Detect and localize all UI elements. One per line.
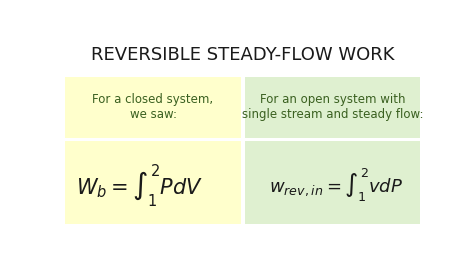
Text: For a closed system,
we saw:: For a closed system, we saw: [92, 93, 214, 121]
Text: $W_b = \int_1^2 PdV$: $W_b = \int_1^2 PdV$ [75, 163, 202, 209]
Bar [245, 141, 420, 225]
Text: $w_{rev,in} = \int_1^2 vdP$: $w_{rev,in} = \int_1^2 vdP$ [269, 167, 403, 205]
Bar [65, 141, 241, 225]
Bar [65, 77, 241, 138]
Text: For an open system with
single stream and steady flow:: For an open system with single stream an… [242, 93, 424, 121]
Text: REVERSIBLE STEADY-FLOW WORK: REVERSIBLE STEADY-FLOW WORK [91, 46, 395, 64]
Bar [245, 77, 420, 138]
